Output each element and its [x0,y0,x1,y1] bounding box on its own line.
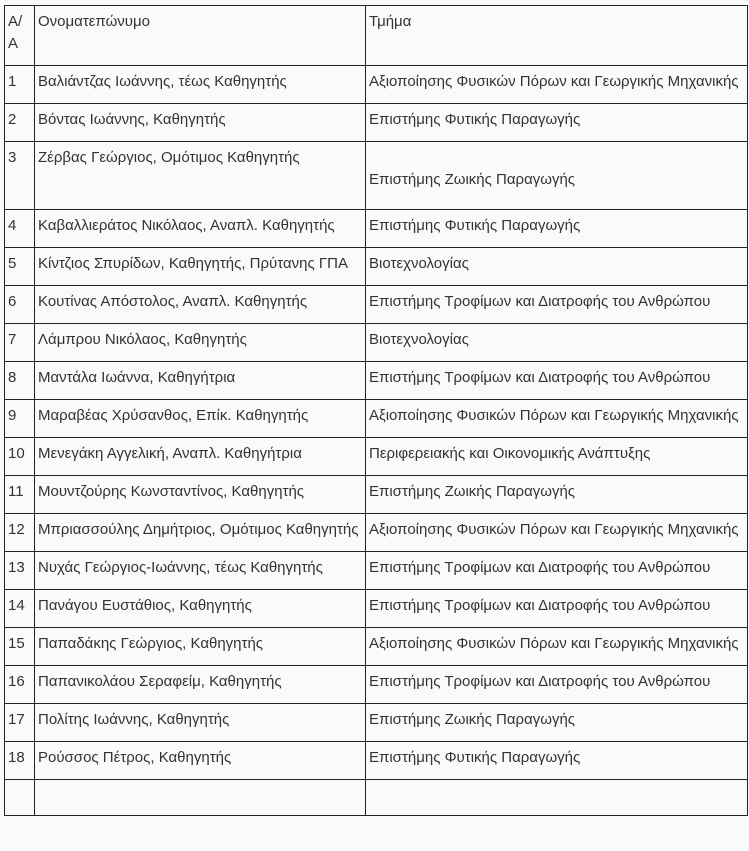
row-name: Νυχάς Γεώργιος-Ιωάννης, τέως Καθηγητής [34,551,366,590]
row-number: 16 [4,665,35,704]
row-name: Λάμπρου Νικόλαος, Καθηγητής [34,323,366,362]
row-name: Κουτίνας Απόστολος, Αναπλ. Καθηγητής [34,285,366,324]
row-number: 13 [4,551,35,590]
row-name: Κίντζιος Σπυρίδων, Καθηγητής, Πρύτανης Γ… [34,247,366,286]
row-name: Βαλιάντζας Ιωάννης, τέως Καθηγητής [34,65,366,104]
row-cell [365,779,748,816]
table-row: 11 Μουντζούρης Κωνσταντίνος, Καθηγητής Επι… [4,475,748,514]
header-name: Ονοματεπώνυμο [34,5,366,66]
row-name: Καβαλλιεράτος Νικόλαος, Αναπλ. Καθηγητής [34,209,366,248]
row-number: 10 [4,437,35,476]
table-row: 1 Βαλιάντζας Ιωάννης, τέως Καθηγητής Αξιοπ… [4,65,748,104]
row-department: Επιστήμης Ζωικής Παραγωγής [365,703,748,742]
row-cell [34,779,366,816]
table-row: 14 Πανάγου Ευστάθιος, Καθηγητής Επιστήμης … [4,589,748,628]
row-number: 15 [4,627,35,666]
header-department: Τμήμα [365,5,748,66]
row-name: Ζέρβας Γεώργιος, Ομότιμος Καθηγητής [34,141,366,210]
row-name: Μαντάλα Ιωάννα, Καθηγήτρια [34,361,366,400]
row-name: Παπαδάκης Γεώργιος, Καθηγητής [34,627,366,666]
table-row [4,779,748,816]
row-department: Περιφερειακής και Οικονομικής Ανάπτυξης [365,437,748,476]
row-name: Βόντας Ιωάννης, Καθηγητής [34,103,366,142]
table-row: 16 Παπανικολάου Σεραφείμ, Καθηγητής Επιστή… [4,665,748,704]
row-department: Επιστήμης Τροφίμων και Διατροφής του Ανθ… [365,361,748,400]
header-number: Α/Α [4,5,35,66]
row-department: Αξιοποίησης Φυσικών Πόρων και Γεωργικής … [365,513,748,552]
row-number: 4 [4,209,35,248]
row-number: 18 [4,741,35,780]
row-number: 7 [4,323,35,362]
row-department: Επιστήμης Φυτικής Παραγωγής [365,741,748,780]
row-department: Επιστήμης Τροφίμων και Διατροφής του Ανθ… [365,665,748,704]
row-department: Βιοτεχνολογίας [365,247,748,286]
table-row: 6 Κουτίνας Απόστολος, Αναπλ. Καθηγητής Επι… [4,285,748,324]
table-row: 9 Μαραβέας Χρύσανθος, Επίκ. Καθηγητής Αξιο… [4,399,748,438]
table-row: 12 Μπριασσούλης Δημήτριος, Ομότιμος Καθηγ… [4,513,748,552]
table-row: 17 Πολίτης Ιωάννης, Καθηγητής Επιστήμης Ζω… [4,703,748,742]
row-department: Επιστήμης Τροφίμων και Διατροφής του Ανθ… [365,285,748,324]
row-department: Επιστήμης Φυτικής Παραγωγής [365,103,748,142]
row-name: Παπανικολάου Σεραφείμ, Καθηγητής [34,665,366,704]
row-department: Επιστήμης Φυτικής Παραγωγής [365,209,748,248]
row-name: Μαραβέας Χρύσανθος, Επίκ. Καθηγητής [34,399,366,438]
row-department: Αξιοποίησης Φυσικών Πόρων και Γεωργικής … [365,627,748,666]
row-name: Πολίτης Ιωάννης, Καθηγητής [34,703,366,742]
row-number: 6 [4,285,35,324]
row-number: 2 [4,103,35,142]
row-department: Επιστήμης Τροφίμων και Διατροφής του Ανθ… [365,589,748,628]
row-name: Μουντζούρης Κωνσταντίνος, Καθηγητής [34,475,366,514]
row-department: Επιστήμης Τροφίμων και Διατροφής του Ανθ… [365,551,748,590]
row-number: 5 [4,247,35,286]
table-row: 2 Βόντας Ιωάννης, Καθηγητής Επιστήμης Φυτι… [4,103,748,142]
table-row: 13 Νυχάς Γεώργιος-Ιωάννης, τέως Καθηγητής… [4,551,748,590]
row-department: Επιστήμης Ζωικής Παραγωγής [365,475,748,514]
table-row: 7 Λάμπρου Νικόλαος, Καθηγητής Βιοτεχνολογί… [4,323,748,362]
table-row: 3 Ζέρβας Γεώργιος, Ομότιμος Καθηγητής Επισ… [4,141,748,210]
row-number: 12 [4,513,35,552]
row-name: Μπριασσούλης Δημήτριος, Ομότιμος Καθηγητ… [34,513,366,552]
table-row: 15 Παπαδάκης Γεώργιος, Καθηγητής Αξιοποίησ… [4,627,748,666]
row-name: Μενεγάκη Αγγελική, Αναπλ. Καθηγήτρια [34,437,366,476]
row-number: 3 [4,141,35,210]
row-number: 17 [4,703,35,742]
row-cell [4,779,35,816]
row-department: Αξιοποίησης Φυσικών Πόρων και Γεωργικής … [365,65,748,104]
table-header-row: Α/Α Ονοματεπώνυμο Τμήμα [4,5,748,66]
row-department: Επιστήμης Ζωικής Παραγωγής [365,141,748,210]
table-row: 8 Μαντάλα Ιωάννα, Καθηγήτρια Επιστήμης Τρο… [4,361,748,400]
row-department: Αξιοποίησης Φυσικών Πόρων και Γεωργικής … [365,399,748,438]
table-row: 18 Ρούσσος Πέτρος, Καθηγητής Επιστήμης Φυτ… [4,741,748,780]
row-number: 11 [4,475,35,514]
row-number: 14 [4,589,35,628]
row-number: 8 [4,361,35,400]
row-number: 9 [4,399,35,438]
row-department: Βιοτεχνολογίας [365,323,748,362]
row-name: Πανάγου Ευστάθιος, Καθηγητής [34,589,366,628]
table-row: 10 Μενεγάκη Αγγελική, Αναπλ. Καθηγήτρια Πε… [4,437,748,476]
table-row: 4 Καβαλλιεράτος Νικόλαος, Αναπλ. Καθηγητή… [4,209,748,248]
row-number: 1 [4,65,35,104]
table-row: 5 Κίντζιος Σπυρίδων, Καθηγητής, Πρύτανης … [4,247,748,286]
faculty-table: Α/Α Ονοματεπώνυμο Τμήμα 1 Βαλιάντζας Ιωάν… [4,5,748,816]
row-name: Ρούσσος Πέτρος, Καθηγητής [34,741,366,780]
